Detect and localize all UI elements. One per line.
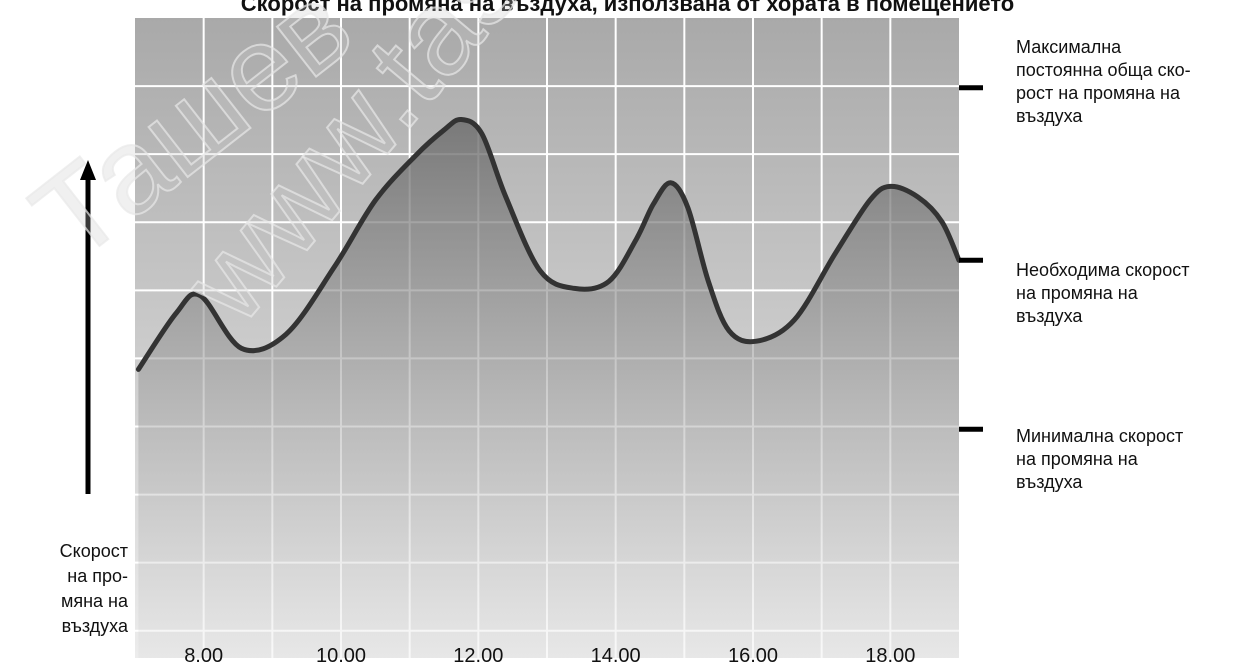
series-line <box>135 116 962 372</box>
x-tick-label: 12.00 <box>453 645 503 667</box>
max-rate-label: Максимална постоянна обща ско- рост на п… <box>1016 37 1191 126</box>
x-tick-label: 16.00 <box>728 645 778 667</box>
x-tick-label: 8.00 <box>184 645 223 667</box>
x-tick-label: 14.00 <box>591 645 641 667</box>
y-axis-arrow <box>80 160 96 494</box>
x-tick-labels: 8.00 10.00 12.00 14.00 16.00 18.00 <box>184 645 915 667</box>
min-rate-label: Минимална скорост на промяна на въздуха <box>1016 426 1184 492</box>
reference-ticks <box>959 85 983 432</box>
y-axis-label: Скорост на про- мяна на въздуха <box>59 541 128 636</box>
x-tick-label: 18.00 <box>865 645 915 667</box>
x-tick-label: 10.00 <box>316 645 366 667</box>
required-rate-label: Необходима скорост на промяна на въздуха <box>1016 260 1190 326</box>
chart-title: Скорост на промяна на въздуха, използван… <box>240 0 1015 16</box>
